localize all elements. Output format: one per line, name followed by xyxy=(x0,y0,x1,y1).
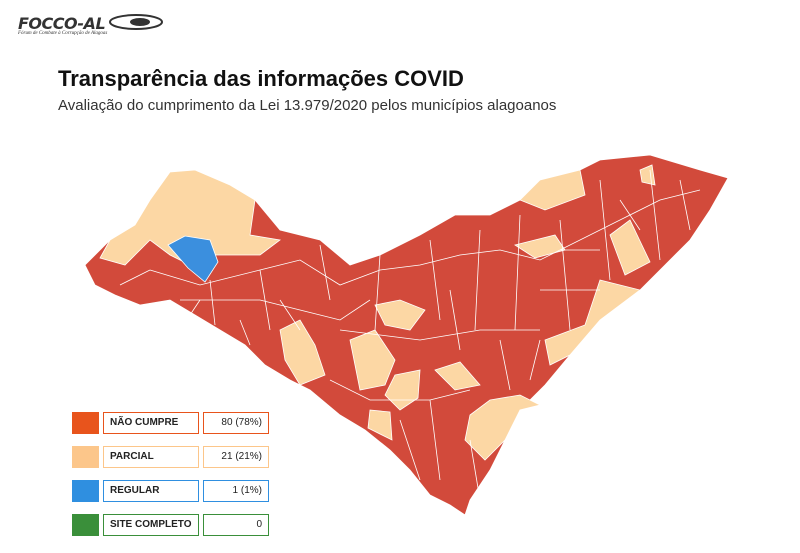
title: Transparência das informações COVID xyxy=(58,66,464,91)
legend-swatch xyxy=(72,446,99,468)
legend-label: PARCIAL xyxy=(103,446,199,468)
legend-count: 80 (78%) xyxy=(203,412,269,434)
legend-count: 1 (1%) xyxy=(203,480,269,502)
legend-label: SITE COMPLETO xyxy=(103,514,199,536)
legend-item: REGULAR 1 (1%) xyxy=(72,480,269,502)
subtitle: Avaliação do cumprimento da Lei 13.979/2… xyxy=(58,97,557,114)
legend-swatch xyxy=(72,514,99,536)
legend-swatch xyxy=(72,412,99,434)
legend-item: SITE COMPLETO 0 xyxy=(72,514,269,536)
legend-item: NÃO CUMPRE 80 (78%) xyxy=(72,412,269,434)
regular-region xyxy=(167,235,219,283)
logo-name: FOCCO-AL xyxy=(18,14,106,33)
legend: NÃO CUMPRE 80 (78%) PARCIAL 21 (21%) REG… xyxy=(72,412,269,548)
legend-count: 0 xyxy=(203,514,269,536)
logo-mark xyxy=(109,14,163,30)
partial-region xyxy=(519,169,586,211)
partial-region xyxy=(544,279,641,366)
partial-region xyxy=(609,219,651,276)
partial-region xyxy=(434,361,481,391)
legend-label: NÃO CUMPRE xyxy=(103,412,199,434)
municipality-borders xyxy=(119,169,701,501)
partial-region xyxy=(279,319,326,386)
legend-label: REGULAR xyxy=(103,480,199,502)
partial-region xyxy=(367,409,393,441)
partial-region xyxy=(374,299,426,331)
legend-swatch xyxy=(72,480,99,502)
logo-tagline: Fórum de Combate à Corrupção de Alagoas xyxy=(18,31,108,36)
logo: FOCCO-AL Fórum de Combate à Corrupção de… xyxy=(18,14,163,36)
legend-count: 21 (21%) xyxy=(203,446,269,468)
partial-region xyxy=(99,169,281,271)
partial-region xyxy=(464,394,542,461)
legend-item: PARCIAL 21 (21%) xyxy=(72,446,269,468)
